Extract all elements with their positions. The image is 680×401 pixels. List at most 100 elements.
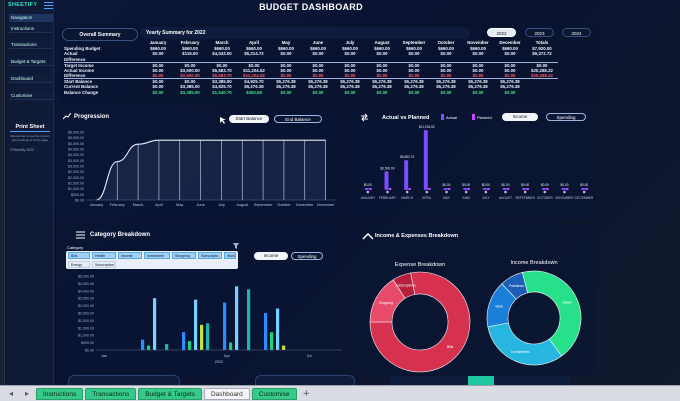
bar-actual: [482, 188, 487, 190]
table-cell: $4,925.70: [238, 78, 270, 84]
slicer-chip[interactable]: Investment: [144, 252, 170, 259]
table-cell: $0.00: [312, 51, 324, 57]
table-cell: $0.00: [366, 61, 398, 68]
table-cell: $0.00: [280, 73, 292, 78]
x-tick-label: Jul: [307, 354, 312, 358]
donut-slice: [369, 271, 471, 373]
sheet-tab-bar: ◂ ▸ Instructions Transactions Budget & T…: [0, 385, 680, 401]
bottom-card-left: [68, 375, 180, 385]
start-balance-button[interactable]: Start Balance: [229, 115, 269, 123]
table-cell: $0.00: [344, 73, 356, 78]
y-tick-label: $3,500.00: [78, 297, 94, 301]
slicer-chip[interactable]: Subscription: [92, 261, 116, 268]
swap-icon: [361, 113, 368, 122]
table-row: Difference $0.00 $3,500.00 $5,583.70 $11,204…: [64, 73, 558, 79]
column-header: August: [374, 40, 390, 46]
tab-prev-icon[interactable]: ◂: [8, 388, 13, 398]
end-balance-button[interactable]: End Balance: [274, 115, 322, 123]
slicer-chip[interactable]: Energy: [68, 261, 90, 268]
year-button-2022[interactable]: 2022: [487, 28, 516, 37]
overall-summary-button[interactable]: Overall Summary: [62, 28, 138, 41]
sidebar-item-transactions[interactable]: Transactions: [9, 41, 53, 49]
sidebar-item-customise[interactable]: Customise: [9, 92, 53, 100]
table-cell: $5,583.70: [212, 67, 232, 73]
x-tick-label: JANUARY: [360, 196, 376, 200]
category-bar: [153, 298, 157, 350]
table-cell: $0.00: [334, 61, 366, 68]
bar-planned: [408, 188, 412, 190]
bar-actual: [561, 188, 566, 190]
bar-planned: [447, 188, 451, 190]
table-cell: $5,276.38: [270, 78, 302, 84]
column-header: Totals: [535, 40, 549, 46]
tab-instructions[interactable]: Instructions: [36, 387, 84, 400]
add-sheet-icon[interactable]: +: [302, 388, 311, 399]
year-button-2024[interactable]: 2024: [562, 28, 591, 37]
slicer-chip[interactable]: Health: [92, 252, 116, 259]
y-tick-label: $1,500.00: [78, 326, 94, 330]
x-tick-label: Jan: [101, 354, 107, 358]
category-income-button[interactable]: Income: [254, 252, 288, 260]
print-sheet-button[interactable]: Print Sheet: [15, 124, 45, 130]
spending-toggle-button[interactable]: Spending: [546, 113, 586, 121]
slicer-chip[interactable]: Work: [224, 252, 236, 259]
sidebar-item-budget-targets[interactable]: Budget & Targets: [9, 58, 53, 66]
category-bar: [223, 302, 227, 350]
table-cell: $3,385.00: [180, 89, 200, 95]
expense-breakdown-title: Expense Breakdown: [394, 262, 446, 268]
category-chart: $5,000.00 $4,500.00 $4,000.00 $3,500.00 $3,0…: [78, 275, 342, 364]
slicer-chip[interactable]: Subscriptio: [198, 252, 222, 259]
tab-customise[interactable]: Customise: [251, 387, 297, 400]
x-tick-label: September: [254, 203, 273, 207]
y-tick-label: $0.00: [75, 199, 84, 203]
actual-vs-planned-panel: [350, 108, 596, 220]
tab-budget-targets[interactable]: Budget & Targets: [138, 387, 202, 400]
sidebar-item-dashboard[interactable]: Dashboard: [9, 75, 53, 83]
income-toggle-button[interactable]: Income: [502, 113, 538, 121]
column-header: February: [180, 40, 200, 46]
row-label: Start Balance: [64, 78, 142, 84]
table-cell: $0.00: [504, 51, 516, 57]
table-cell: $0.00: [152, 51, 164, 57]
x-tick-label: August: [236, 203, 249, 207]
slice-label: Freelance: [509, 284, 524, 288]
chevron-up-icon[interactable]: [362, 233, 374, 240]
category-bar: [200, 324, 204, 350]
category-spending-button[interactable]: Spending: [291, 252, 323, 260]
slicer-chip[interactable]: Bills: [68, 252, 90, 259]
row-label: Current Balance: [64, 84, 98, 90]
y-tick-label: $2,000.00: [68, 176, 84, 180]
sidebar-item-instructions[interactable]: Instructions: [9, 25, 53, 33]
table-cell: $660.00: [310, 45, 326, 51]
table-cell: $0.00: [504, 73, 516, 78]
table-cell: $20,288.22: [531, 67, 553, 73]
donut-slice: [521, 270, 582, 357]
table-cell: $0.00: [504, 89, 516, 95]
table-row: Current Balance $0.00 $3,385.00 $4,925.70 $5…: [64, 84, 558, 90]
page-title: BUDGET DASHBOARD: [259, 2, 363, 12]
slicer-chip[interactable]: Income: [118, 252, 142, 259]
table-cell: $660.00: [438, 45, 454, 51]
table-cell: $0.00: [280, 89, 292, 95]
table-cell: $4,043.00: [212, 51, 232, 57]
table-cell: $9,372.72: [532, 51, 552, 57]
y-tick-label: $500.00: [71, 193, 84, 197]
table-cell: $5,276.38: [494, 78, 526, 84]
column-header: September: [402, 40, 426, 46]
table-cell: $5,276.38: [276, 84, 296, 90]
donut-slice: [501, 272, 528, 300]
slicer-chip[interactable]: Shopping: [172, 252, 196, 259]
bar-actual: [541, 188, 546, 190]
bar-actual: [581, 188, 586, 190]
filter-icon[interactable]: [233, 243, 239, 249]
tab-transactions[interactable]: Transactions: [85, 387, 137, 400]
tab-dashboard[interactable]: Dashboard: [203, 387, 250, 400]
menu-icon[interactable]: [44, 2, 53, 9]
actual-vs-planned-chart: $0.00 JANUARY $3,500.00 FEBRUARY $5,583.70 MA…: [360, 125, 593, 200]
table-cell: $5,276.38: [302, 78, 334, 84]
bar-planned: [467, 188, 471, 190]
table-cell: $0.00: [152, 73, 164, 78]
table-cell: $0.00: [472, 73, 484, 78]
year-button-2023[interactable]: 2023: [525, 28, 554, 37]
tab-next-icon[interactable]: ▸: [24, 388, 29, 398]
